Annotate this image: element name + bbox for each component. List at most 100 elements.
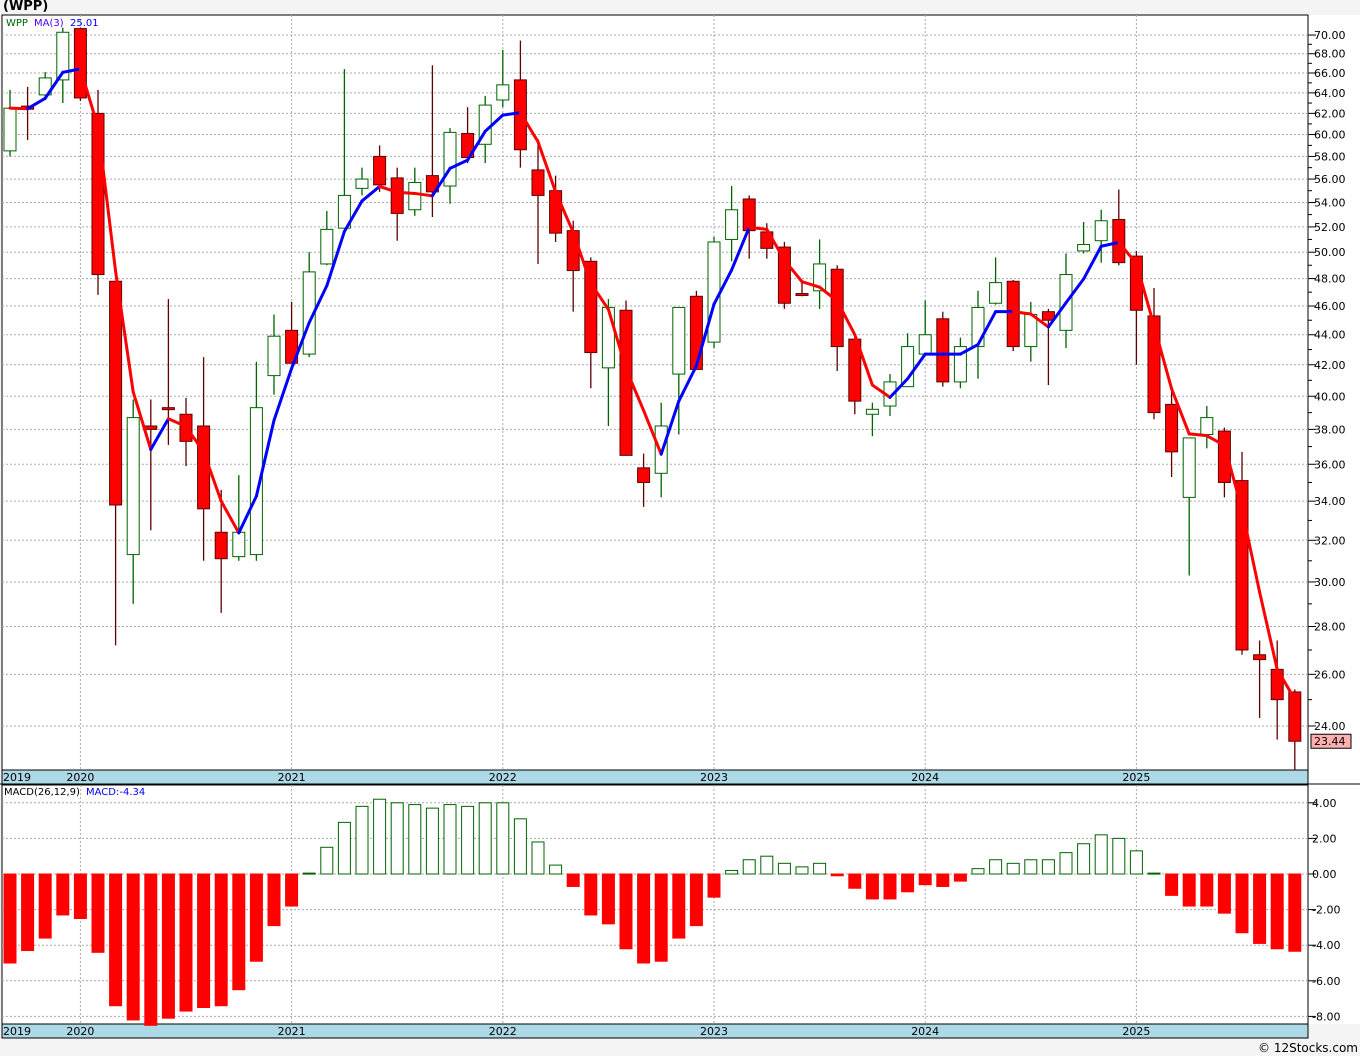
ma3-segment <box>782 258 804 284</box>
macd-bar <box>865 873 879 900</box>
macd-bar <box>513 818 527 875</box>
price-tick-label: 32.00 <box>1314 534 1346 547</box>
price-tick-label: 30.00 <box>1314 576 1346 589</box>
legend-macd-value: MACD:-4.34 <box>86 787 145 798</box>
ma3-segment <box>694 302 716 368</box>
price-tick-label: 48.00 <box>1314 273 1346 286</box>
candle-body <box>1165 403 1179 453</box>
ma3-segment <box>606 307 628 371</box>
ma3-segment <box>430 166 452 198</box>
macd-bar <box>584 873 598 916</box>
ma3-segment <box>712 268 734 306</box>
macd-tick-label: 2.00 <box>1312 832 1337 845</box>
candle-body <box>161 407 175 411</box>
price-tick-label: 50.00 <box>1314 246 1346 259</box>
candle-body <box>795 293 809 297</box>
candle-body <box>689 295 703 370</box>
price-tick-label: 46.00 <box>1314 300 1346 313</box>
candle <box>777 241 791 309</box>
macd-tick-label: 0.00 <box>1312 868 1337 881</box>
macd-bar <box>232 873 246 991</box>
macd-bar <box>1288 873 1302 952</box>
ma3-segment <box>906 352 927 381</box>
candle-body <box>373 155 387 186</box>
candle-body <box>601 306 615 369</box>
candle <box>91 89 105 295</box>
macd-bar <box>848 873 862 889</box>
price-tick-label: 26.00 <box>1314 668 1346 681</box>
macd-bar <box>1182 873 1196 907</box>
candle-body <box>109 280 123 506</box>
ma3-segment <box>1205 434 1226 447</box>
macd-bar <box>21 873 35 952</box>
macd-bar <box>496 802 510 875</box>
ma3-segment <box>202 450 223 503</box>
ma3-segment <box>237 494 258 535</box>
candle-body <box>3 107 17 152</box>
candle <box>725 186 739 262</box>
macd-bar <box>91 873 105 953</box>
macd-bar <box>672 873 686 939</box>
macd-bar <box>126 873 140 1021</box>
macd-bar <box>144 873 158 1026</box>
candle-body <box>337 194 351 229</box>
candle-body <box>549 190 563 234</box>
legend-ma-value: 25.01 <box>70 18 99 29</box>
macd-bar <box>1077 843 1091 875</box>
candle-body <box>443 131 457 187</box>
ma3-segment <box>149 417 170 452</box>
macd-bar <box>1270 873 1284 950</box>
macd-bar <box>918 873 932 886</box>
candle-body <box>865 408 879 415</box>
price-tick-label: 40.00 <box>1314 390 1346 403</box>
year-label: 2020 <box>66 771 94 784</box>
macd-bar <box>989 859 1003 875</box>
ma3-segment <box>1222 443 1244 511</box>
last-price-label: 23.44 <box>1314 735 1346 748</box>
price-tick-label: 56.00 <box>1314 173 1346 186</box>
price-panel <box>1 14 1309 771</box>
candle-body <box>971 306 985 348</box>
ma3-segment <box>96 125 118 273</box>
candle-body <box>1288 691 1302 742</box>
candle-body <box>813 263 827 292</box>
ma3-segment <box>1187 432 1209 438</box>
ma3-segment <box>870 383 892 399</box>
candle <box>1024 301 1038 362</box>
candle-body <box>355 178 369 189</box>
candle <box>408 167 422 216</box>
ma3-segment <box>1099 240 1121 248</box>
candle-body <box>936 318 950 383</box>
macd-bar <box>566 873 580 887</box>
price-tick-label: 60.00 <box>1314 129 1346 142</box>
macd-bar <box>725 869 739 875</box>
ma3-segment <box>254 418 276 498</box>
candle-body <box>830 268 844 348</box>
ma3-segment <box>659 399 681 456</box>
year-label: 2022 <box>489 771 517 784</box>
candle <box>73 27 87 101</box>
macd-bar <box>1165 873 1179 896</box>
ma3-segment <box>413 191 434 198</box>
year-label: 2019 <box>3 1025 31 1038</box>
candle <box>3 89 17 157</box>
candle <box>214 489 228 613</box>
ma3-segment <box>800 280 822 289</box>
price-tick-label: 38.00 <box>1314 423 1346 436</box>
price-tick-label: 28.00 <box>1314 620 1346 633</box>
ma3-segment <box>677 364 698 403</box>
macd-bar <box>971 868 985 875</box>
candle-body <box>1094 220 1108 242</box>
ma3-segment <box>360 184 382 203</box>
candle <box>126 399 140 604</box>
ma3-segment <box>184 425 206 454</box>
candle <box>672 306 686 435</box>
ma3-segment <box>1064 277 1086 305</box>
macd-bar <box>637 873 651 964</box>
ma3-segment <box>518 111 540 144</box>
price-tick-label: 44.00 <box>1314 329 1346 342</box>
ma3-segment <box>1011 310 1033 316</box>
ma3-segment <box>166 417 188 429</box>
macd-bar <box>443 804 457 875</box>
